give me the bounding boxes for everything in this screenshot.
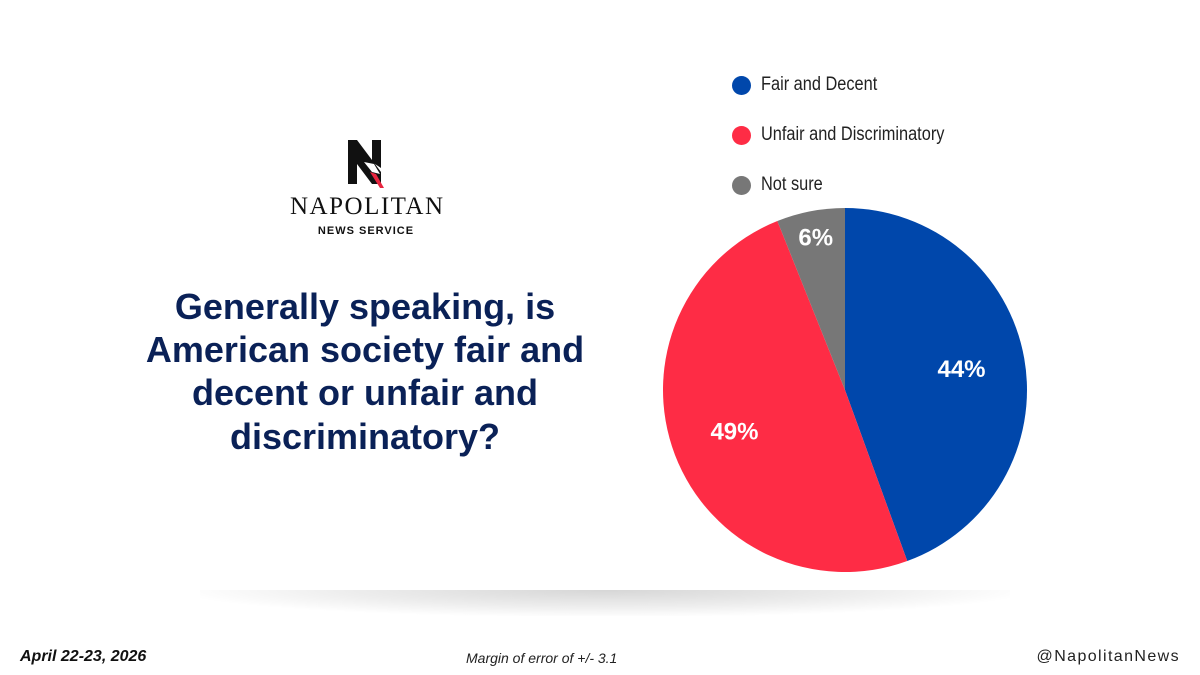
legend-item-fair-and-decent: Fair and Decent bbox=[732, 60, 974, 110]
survey-date: April 22-23, 2026 bbox=[20, 648, 147, 665]
poll-question: Generally speaking, is American society … bbox=[145, 286, 585, 457]
pie-data-label: 6% bbox=[798, 225, 833, 252]
brand-subtitle: NEWS SERVICE bbox=[317, 225, 415, 237]
legend-item-unfair-and-discriminatory: Unfair and Discriminatory bbox=[732, 110, 974, 160]
legend-swatch bbox=[732, 125, 751, 145]
pie-slice-not-sure bbox=[777, 208, 845, 390]
margin-of-error: Margin of error of +/- 3.1 bbox=[466, 650, 618, 666]
napolitan-n-icon bbox=[348, 140, 384, 188]
footer-shadow bbox=[200, 590, 1010, 616]
pie-data-label: 44% bbox=[937, 356, 985, 383]
brand-logo: NAPOLITAN NEWS SERVICE bbox=[290, 138, 445, 237]
legend-item-not-sure: Not sure bbox=[732, 160, 974, 210]
brand-name: NAPOLITAN bbox=[290, 193, 445, 220]
pie-slice-fair-and-decent bbox=[845, 208, 1027, 562]
legend-label: Not sure bbox=[761, 174, 823, 195]
pie-chart: 44% 49% 6% bbox=[662, 208, 1027, 572]
social-handle: @NapolitanNews bbox=[1036, 648, 1180, 665]
legend-swatch bbox=[732, 175, 751, 195]
legend-swatch bbox=[732, 75, 751, 95]
pie-data-label: 49% bbox=[710, 419, 758, 446]
chart-legend: Fair and Decent Unfair and Discriminator… bbox=[732, 60, 974, 210]
legend-label: Unfair and Discriminatory bbox=[761, 124, 945, 145]
pie-slice-unfair-and-discriminatory bbox=[662, 221, 908, 572]
legend-label: Fair and Decent bbox=[761, 74, 878, 95]
